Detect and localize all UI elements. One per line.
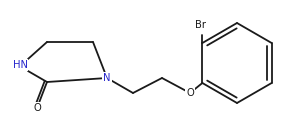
Text: O: O <box>33 103 41 113</box>
Text: N: N <box>103 73 111 83</box>
Text: HN: HN <box>13 60 28 70</box>
Text: Br: Br <box>195 20 206 30</box>
Text: O: O <box>186 88 194 98</box>
